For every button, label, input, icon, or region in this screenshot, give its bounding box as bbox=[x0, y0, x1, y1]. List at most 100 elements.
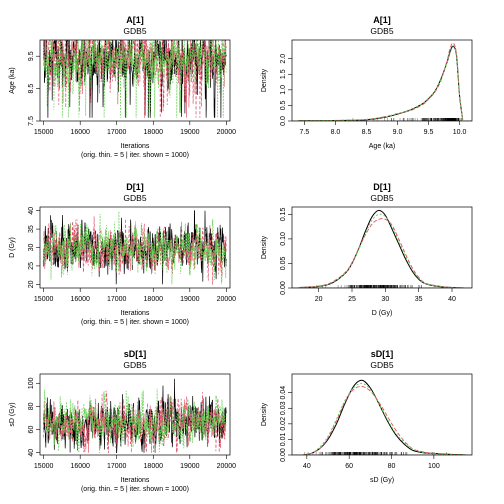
plot-frame bbox=[291, 206, 473, 289]
x-tick-label: 19000 bbox=[180, 296, 200, 303]
series-line-3 bbox=[43, 388, 227, 454]
panel-5: sD[1]GDB5 15000 16000 17000 18000 19000 20000 4… bbox=[9, 349, 236, 493]
x-tick-label: 15000 bbox=[34, 296, 54, 303]
x-axis-label: sD (Gy) bbox=[370, 477, 394, 484]
panel-3: D[1]GDB5 15000 16000 17000 18000 19000 20000 20… bbox=[9, 182, 236, 326]
x-tick-label: 40 bbox=[303, 463, 311, 470]
x-tick-label: 17000 bbox=[107, 129, 127, 136]
plot-area bbox=[43, 210, 227, 285]
y-tick-label: 20 bbox=[28, 280, 35, 288]
x-tick-label: 40 bbox=[448, 296, 456, 303]
y-axis-label: sD (Gy) bbox=[9, 402, 16, 426]
series-line-3 bbox=[43, 40, 227, 118]
y-tick-label: 100 bbox=[28, 377, 35, 389]
chart-title: D[1] bbox=[373, 182, 391, 192]
x-tick-label: 19000 bbox=[180, 463, 200, 470]
y-tick-label: 0.00 bbox=[280, 448, 287, 462]
y-tick-label: 0.5 bbox=[280, 100, 287, 110]
chart-title: D[1] bbox=[126, 182, 144, 192]
x-axis-sublabel: (orig. thin. = 5 | iter. shown = 1000) bbox=[81, 319, 189, 326]
x-tick-label: 20 bbox=[315, 296, 323, 303]
chart-subtitle: GDB5 bbox=[370, 360, 393, 370]
density-curve-2 bbox=[302, 385, 468, 455]
panel-4: D[1]GDB5 20 25 30 35 40 0.00 0.05 0.10 0.15 D (Gy)… bbox=[261, 182, 473, 317]
chart-subtitle: GDB5 bbox=[123, 26, 146, 36]
plot-area bbox=[292, 379, 472, 455]
y-tick-label: 25 bbox=[28, 262, 35, 270]
x-tick-label: 100 bbox=[428, 463, 440, 470]
density-curve-3 bbox=[302, 382, 468, 455]
plot-area bbox=[43, 378, 227, 454]
x-tick-label: 30 bbox=[381, 296, 389, 303]
x-tick-label: 8.0 bbox=[331, 129, 341, 136]
x-tick-label: 35 bbox=[415, 296, 423, 303]
x-tick-label: 20000 bbox=[217, 296, 237, 303]
x-tick-label: 20000 bbox=[217, 463, 237, 470]
y-tick-label: 0.05 bbox=[280, 257, 287, 271]
density-curve-2 bbox=[298, 42, 464, 121]
density-curve-1 bbox=[298, 209, 466, 288]
x-tick-label: 80 bbox=[388, 463, 396, 470]
y-tick-label: 30 bbox=[28, 244, 35, 252]
chart-subtitle: GDB5 bbox=[370, 26, 393, 36]
density-curve-2 bbox=[298, 218, 466, 288]
y-tick-label: 40 bbox=[28, 449, 35, 457]
plot-area bbox=[43, 40, 227, 118]
x-tick-label: 60 bbox=[345, 463, 353, 470]
chart-title: sD[1] bbox=[371, 349, 394, 359]
x-axis-sublabel: (orig. thin. = 5 | iter. shown = 1000) bbox=[81, 486, 189, 493]
series-line-3 bbox=[43, 211, 227, 285]
x-tick-label: 9.5 bbox=[424, 129, 434, 136]
density-curve-3 bbox=[298, 46, 464, 121]
y-tick-label: 0.02 bbox=[280, 417, 287, 431]
x-tick-label: 18000 bbox=[144, 129, 164, 136]
y-axis-label: Density bbox=[261, 402, 268, 426]
x-tick-label: 20000 bbox=[217, 129, 237, 136]
plot-area bbox=[292, 209, 472, 288]
x-tick-label: 17000 bbox=[107, 463, 127, 470]
plot-frame bbox=[291, 373, 473, 456]
chart-title: A[1] bbox=[373, 15, 391, 25]
panel-1: A[1]GDB5 15000 16000 17000 18000 19000 20000 7.… bbox=[9, 15, 236, 159]
panel-6: sD[1]GDB5 40 60 80 100 0.000.01 0.02 0.030.04 sD… bbox=[261, 349, 473, 484]
x-axis-label: D (Gy) bbox=[372, 310, 393, 317]
x-tick-label: 16000 bbox=[70, 129, 90, 136]
y-tick-label: 0.04 bbox=[280, 386, 287, 400]
density-curve-3 bbox=[298, 213, 466, 288]
x-tick-label: 8.5 bbox=[362, 129, 372, 136]
series-line-2 bbox=[43, 40, 227, 118]
y-tick-label: 2.0 bbox=[280, 54, 287, 64]
chart-title: sD[1] bbox=[124, 349, 147, 359]
x-tick-label: 15000 bbox=[34, 129, 54, 136]
x-tick-label: 25 bbox=[348, 296, 356, 303]
y-tick-label: 7.5 bbox=[28, 116, 35, 126]
chart-subtitle: GDB5 bbox=[370, 193, 393, 203]
chart-subtitle: GDB5 bbox=[123, 193, 146, 203]
y-tick-label: 0.15 bbox=[280, 207, 287, 221]
panel-2: A[1]GDB5 7.5 8.0 8.5 9.0 9.5 10.0 0.0 0.5 1.0 1.5 2… bbox=[261, 15, 473, 150]
y-tick-label: 0.03 bbox=[280, 401, 287, 415]
x-tick-label: 19000 bbox=[180, 129, 200, 136]
y-tick-label: 40 bbox=[28, 207, 35, 215]
x-tick-label: 9.0 bbox=[393, 129, 403, 136]
y-tick-label: 80 bbox=[28, 402, 35, 410]
x-tick-label: 18000 bbox=[144, 463, 164, 470]
x-axis-label: Iterations bbox=[121, 310, 150, 317]
y-tick-label: 1.0 bbox=[280, 85, 287, 95]
x-tick-label: 17000 bbox=[107, 296, 127, 303]
x-tick-label: 15000 bbox=[34, 463, 54, 470]
y-tick-label: 35 bbox=[28, 225, 35, 233]
x-axis-label: Age (ka) bbox=[369, 143, 395, 150]
x-axis-label: Iterations bbox=[121, 477, 150, 484]
y-axis-label: Age (ka) bbox=[9, 67, 16, 93]
plot-frame bbox=[291, 39, 473, 122]
x-tick-label: 18000 bbox=[144, 296, 164, 303]
y-tick-label: 9.5 bbox=[28, 51, 35, 61]
x-axis-label: Iterations bbox=[121, 143, 150, 150]
density-curve-1 bbox=[302, 379, 468, 455]
plot-area bbox=[292, 42, 472, 121]
plot-frame bbox=[39, 39, 231, 122]
y-tick-label: 0.00 bbox=[280, 281, 287, 295]
y-tick-label: 0.10 bbox=[280, 232, 287, 246]
